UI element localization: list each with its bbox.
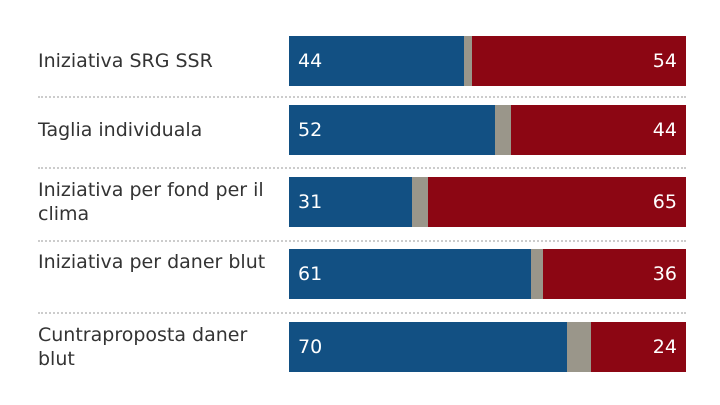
bar-remainder xyxy=(495,105,512,155)
bar-yes: 44 xyxy=(289,36,464,86)
bar-yes: 61 xyxy=(289,249,532,299)
bar-row: 70 24 xyxy=(289,322,686,372)
bar-no-label: 65 xyxy=(652,191,677,213)
bar-yes: 31 xyxy=(289,177,413,227)
bar-remainder xyxy=(463,36,472,86)
bar-no: 44 xyxy=(511,105,686,155)
bar-yes-label: 31 xyxy=(298,191,323,213)
bar-no-label: 24 xyxy=(652,336,677,358)
bar-no-label: 44 xyxy=(652,119,677,141)
bar-remainder xyxy=(412,177,428,227)
category-label: Iniziativa SRG SSR xyxy=(38,50,213,72)
row-divider xyxy=(38,240,686,242)
bar-row: 61 36 xyxy=(289,249,686,299)
bar-row: 31 65 xyxy=(289,177,686,227)
bar-no-label: 36 xyxy=(652,263,677,285)
category-label: Taglia individuala xyxy=(38,119,203,141)
category-label: Iniziativa per fond per il clima xyxy=(38,179,264,225)
bar-remainder xyxy=(566,322,591,372)
row-divider xyxy=(38,96,686,98)
bar-yes: 52 xyxy=(289,105,496,155)
bar-no: 24 xyxy=(590,322,686,372)
bar-yes-label: 61 xyxy=(298,263,323,285)
bar-row: 52 44 xyxy=(289,105,686,155)
bar-no: 65 xyxy=(427,177,686,227)
bar-no: 36 xyxy=(543,249,686,299)
bar-no: 54 xyxy=(471,36,686,86)
category-label: Cuntraproposta daner blut xyxy=(38,324,248,370)
bar-yes: 70 xyxy=(289,322,567,372)
row-divider xyxy=(38,312,686,314)
bar-yes-label: 44 xyxy=(298,50,323,72)
bar-remainder xyxy=(531,249,544,299)
bar-row: 44 54 xyxy=(289,36,686,86)
category-label: Iniziativa per daner blut xyxy=(38,251,266,273)
bar-yes-label: 52 xyxy=(298,119,323,141)
row-divider xyxy=(38,167,686,169)
bar-yes-label: 70 xyxy=(298,336,323,358)
bar-no-label: 54 xyxy=(652,50,677,72)
